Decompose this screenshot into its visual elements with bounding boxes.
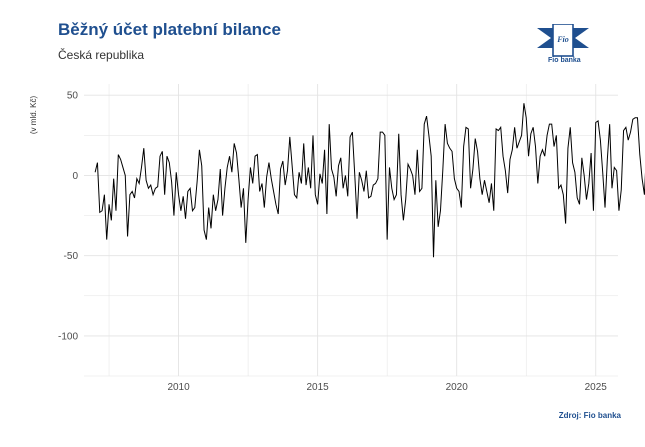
- x-axis-ticks: 2010 2015 2020 2025: [167, 382, 607, 393]
- x-tick-label: 2020: [446, 382, 469, 393]
- y-tick-label: -50: [64, 251, 79, 262]
- chart-subtitle: Česká republika: [58, 48, 145, 62]
- series-line: [94, 103, 645, 258]
- fio-banka-logo-icon: Fio: [537, 24, 589, 57]
- source-note: Zdroj: Fio banka: [558, 411, 621, 420]
- x-tick-label: 2015: [307, 382, 330, 393]
- y-tick-label: 50: [67, 91, 79, 102]
- chart-grid: [84, 84, 618, 377]
- svg-text:Fio: Fio: [556, 35, 569, 44]
- logo-text: Fio banka: [548, 57, 581, 64]
- chart-title: Běžný účet platební bilance: [58, 20, 281, 39]
- y-axis-ticks: 50 0 -50 -100: [58, 91, 78, 343]
- x-tick-label: 2025: [585, 382, 608, 393]
- y-tick-label: 0: [72, 171, 78, 182]
- y-tick-label: -100: [58, 331, 78, 342]
- x-tick-label: 2010: [167, 382, 190, 393]
- y-axis-label: (v mld. Kč): [29, 96, 38, 135]
